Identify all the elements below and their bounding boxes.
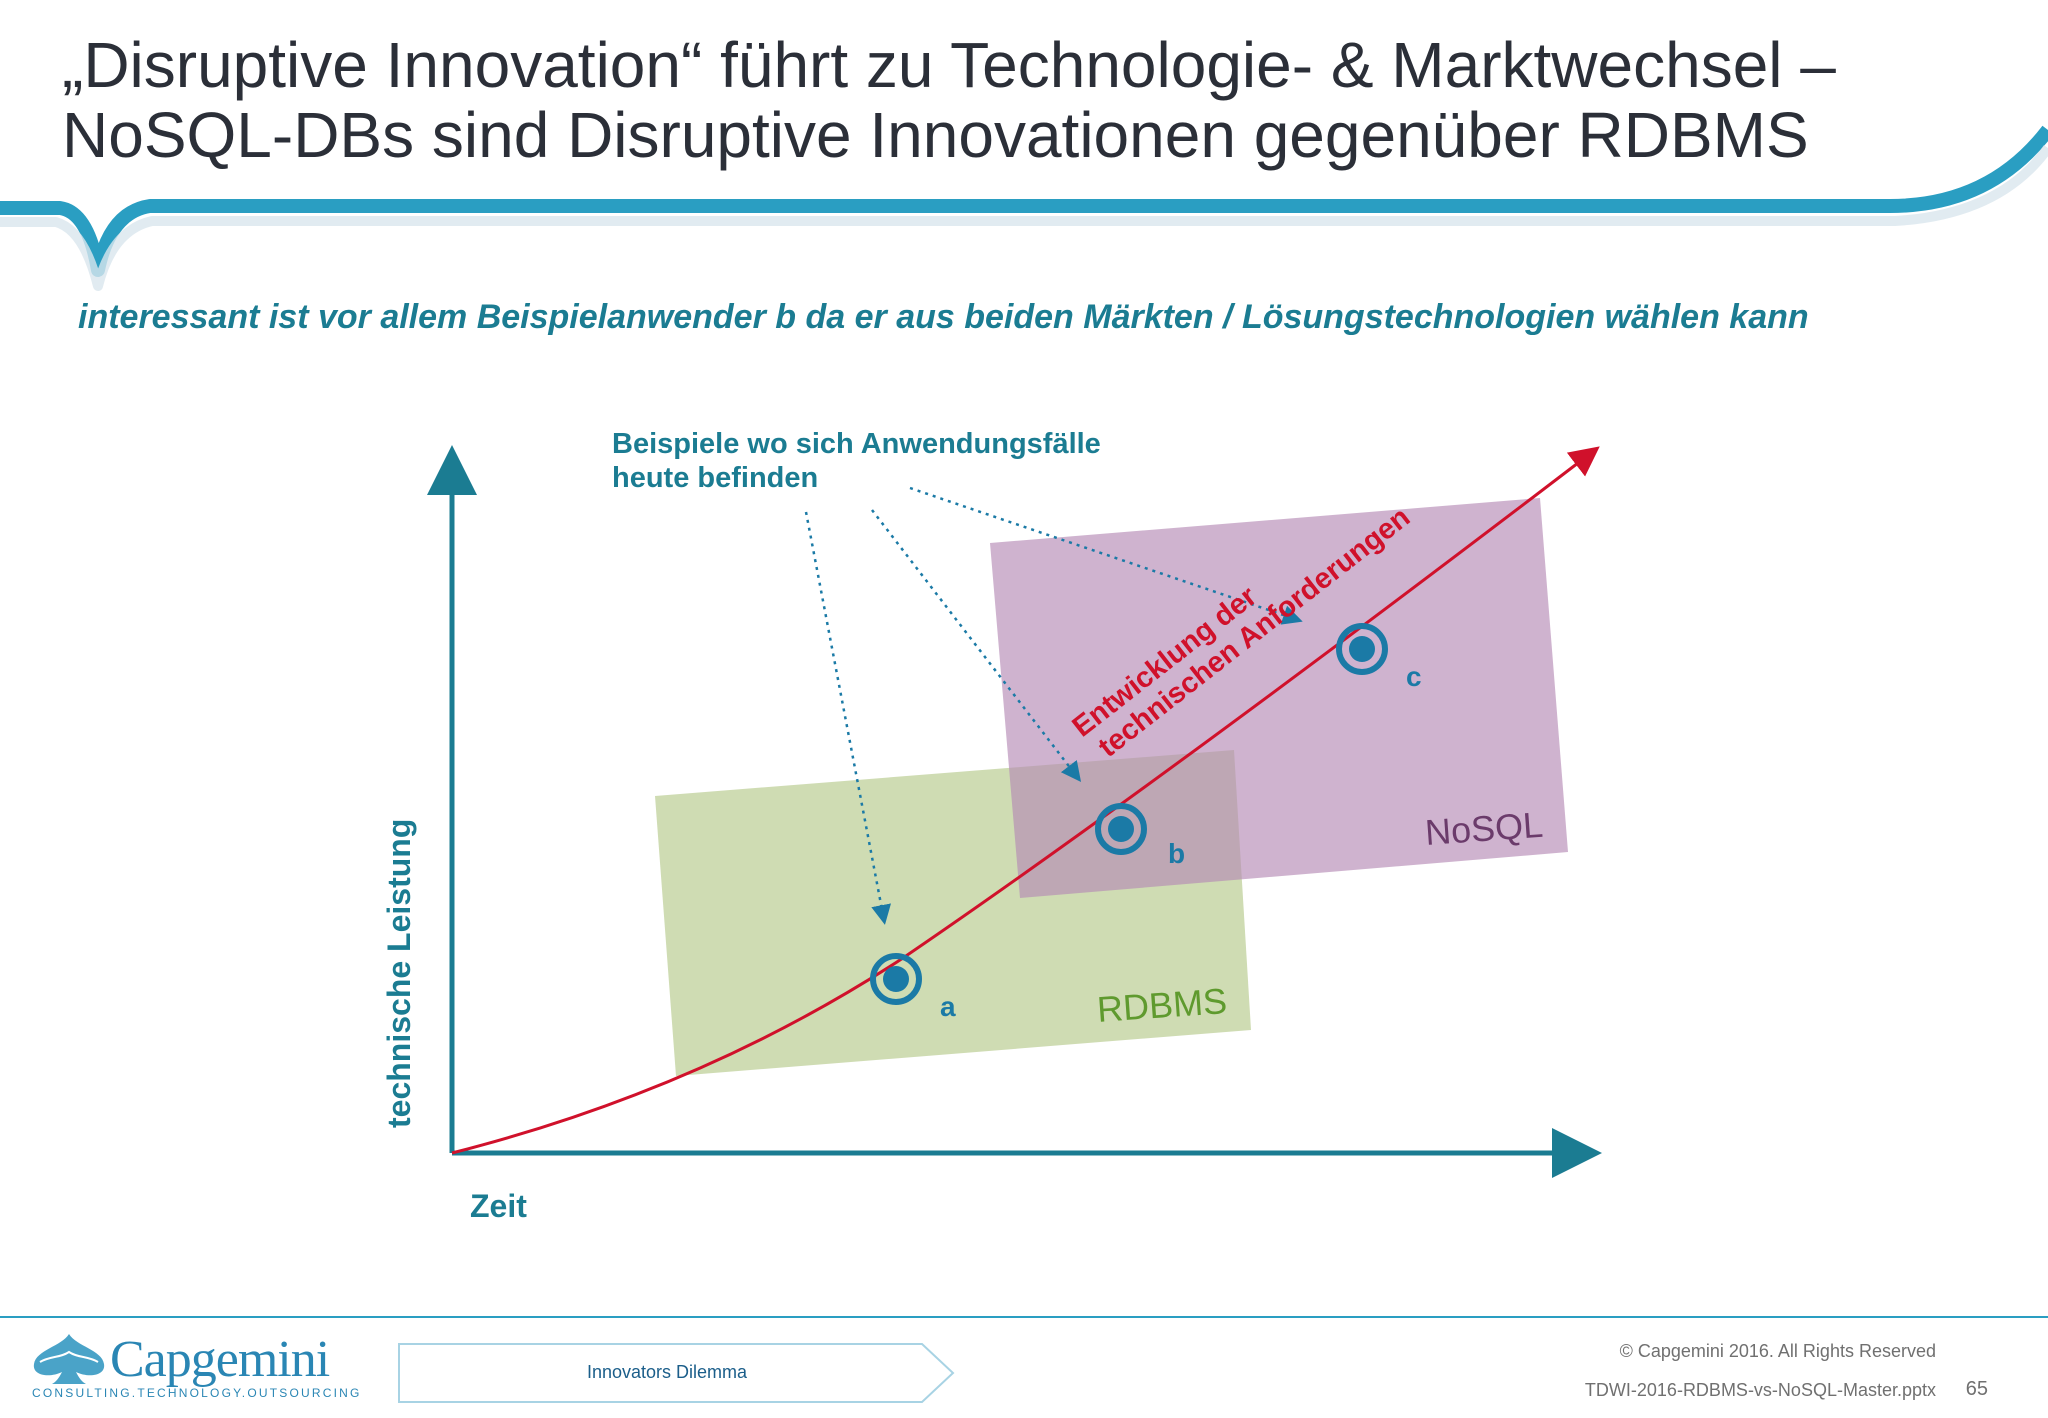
target-point-c: [1336, 623, 1388, 675]
callout-text-line-1: Beispiele wo sich Anwendungsfälle: [612, 428, 1101, 460]
callout-text-line-2: heute befinden: [612, 462, 818, 494]
header-wave-decoration: [0, 125, 2048, 291]
section-tab[interactable]: Innovators Dilemma: [397, 1342, 957, 1404]
callout-arrow-b: [871, 509, 1082, 782]
capgemini-logo: Capgemini CONSULTING.TECHNOLOGY.OUTSOURC…: [30, 1330, 359, 1400]
target-point-a: [870, 953, 922, 1005]
slide-subtitle: interessant ist vor allem Beispielanwend…: [78, 298, 1809, 336]
y-axis-label: technische Leistung: [381, 819, 417, 1128]
point-b-label: b: [1168, 838, 1185, 869]
copyright-text: © Capgemini 2016. All Rights Reserved: [1619, 1341, 1936, 1361]
page-number: 65: [1965, 1378, 1988, 1400]
point-a-label: a: [940, 991, 956, 1022]
target-point-b: [1095, 803, 1147, 855]
slide-title-line-1: „Disruptive Innovation“ führt zu Technol…: [62, 29, 1836, 101]
point-c-label: c: [1406, 661, 1422, 692]
callout-arrow-a: [804, 511, 892, 925]
nosql-region: [990, 498, 1568, 898]
spade-logo-icon: [33, 1334, 105, 1384]
logo-wordmark: Capgemini: [110, 1331, 330, 1388]
slide-title-line-2: NoSQL-DBs sind Disruptive Innovationen g…: [62, 99, 1809, 171]
rdbms-label: RDBMS: [1096, 980, 1229, 1030]
section-tab-label: Innovators Dilemma: [587, 1362, 748, 1382]
nosql-label: NoSQL: [1424, 804, 1545, 853]
file-name: TDWI-2016-RDBMS-vs-NoSQL-Master.pptx: [1584, 1380, 1936, 1400]
slide-title: „Disruptive Innovation“ führt zu Technol…: [62, 30, 1962, 170]
footer-divider: [0, 1316, 2048, 1318]
x-axis-label: Zeit: [470, 1188, 527, 1224]
logo-tagline: CONSULTING.TECHNOLOGY.OUTSOURCING: [32, 1386, 362, 1400]
section-tab-shape: [398, 1343, 955, 1403]
